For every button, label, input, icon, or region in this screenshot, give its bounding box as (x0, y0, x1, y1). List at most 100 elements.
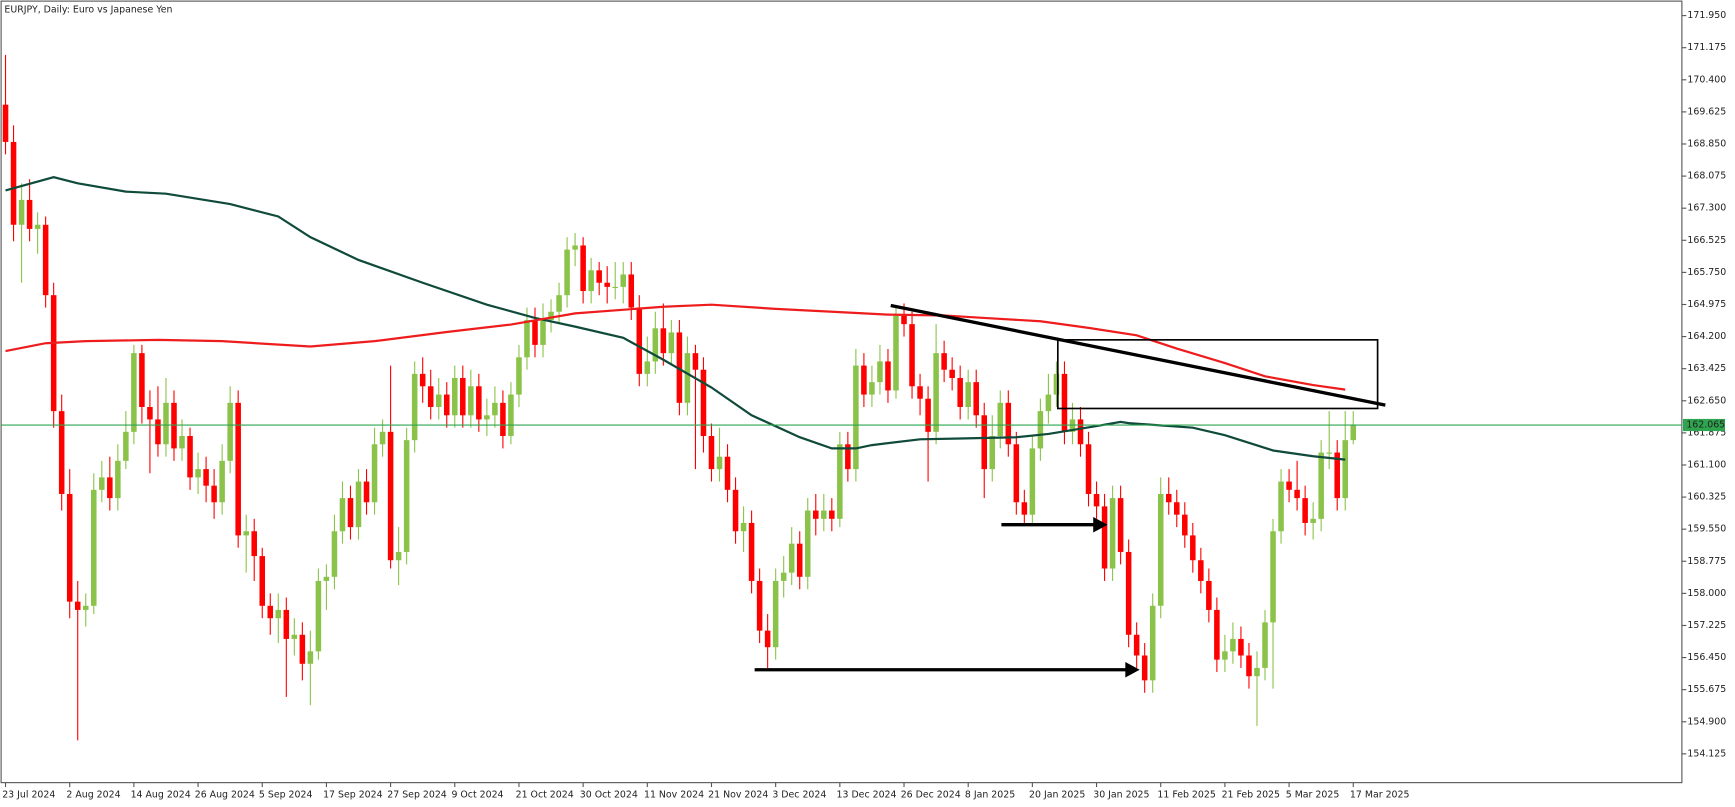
candle-body (1278, 481, 1284, 532)
candle-body (837, 444, 843, 519)
candle-body (403, 440, 410, 552)
y-tick-label: 165.750 (1687, 267, 1726, 278)
y-tick-label: 154.125 (1687, 748, 1726, 759)
candle-body (155, 419, 161, 445)
candle-body (933, 353, 939, 432)
candle-body (1157, 493, 1164, 606)
indicator-line (5, 303, 1346, 391)
candle-body (973, 382, 979, 416)
candle-body (468, 386, 474, 416)
candle-body (443, 394, 450, 416)
candle-body (1045, 394, 1052, 412)
candle-body (18, 199, 25, 225)
candle-body (1053, 373, 1060, 395)
candle-body (500, 402, 506, 436)
candle-body (179, 435, 185, 449)
y-tick-label: 170.400 (1687, 74, 1726, 85)
candle-body (267, 605, 274, 619)
x-tick-label: 21 Feb 2025 (1222, 789, 1280, 800)
candle-body (1262, 622, 1268, 668)
candle-body (1286, 481, 1292, 490)
candle-body (251, 531, 257, 557)
x-tick-label: 23 Jul 2024 (2, 789, 55, 800)
chart-title: EURJPY, Daily: Euro vs Japanese Yen (4, 4, 172, 15)
candle-body (1270, 531, 1276, 623)
y-tick-label: 171.175 (1687, 42, 1726, 53)
candle-body (1149, 605, 1156, 681)
candle-body (74, 601, 81, 610)
candle-body (1302, 498, 1308, 523)
candle-body (917, 386, 923, 399)
candle-body (885, 361, 891, 391)
candle-body (1214, 609, 1220, 660)
candle-body (419, 373, 426, 387)
x-tick-label: 17 Sep 2024 (323, 789, 383, 800)
candle-body (26, 199, 33, 229)
x-tick-label: 20 Jan 2025 (1029, 789, 1085, 800)
x-tick-label: 26 Aug 2024 (195, 789, 255, 800)
candle-body (804, 510, 811, 577)
y-tick-label: 166.525 (1687, 235, 1726, 246)
candle-body (203, 469, 209, 486)
zone-box (1056, 339, 1379, 410)
candle-body (580, 245, 586, 292)
candle-body (1190, 535, 1196, 561)
candle-body (861, 365, 867, 395)
candle-body (788, 543, 795, 573)
candle-body (347, 498, 354, 528)
x-tick-label: 11 Feb 2025 (1157, 789, 1215, 800)
y-tick-label: 155.675 (1687, 684, 1726, 695)
trend-line (890, 303, 1386, 407)
indicator-line (5, 175, 1346, 461)
candle-body (1342, 440, 1348, 499)
candle-body (82, 605, 89, 610)
candle-body (588, 270, 594, 292)
x-tick-label: 27 Sep 2024 (387, 789, 447, 800)
candle-body (1198, 560, 1204, 581)
y-tick-label: 161.875 (1687, 427, 1726, 438)
candle-body (1109, 498, 1116, 569)
candle-body (692, 353, 699, 370)
candle-body (1350, 425, 1357, 441)
candle-body (708, 435, 715, 470)
candle-body (997, 402, 1004, 436)
x-tick-label: 5 Sep 2024 (259, 789, 313, 800)
x-tick-label: 3 Dec 2024 (772, 789, 826, 800)
candle-body (171, 402, 177, 449)
candle-body (1061, 373, 1068, 432)
candle-body (139, 353, 145, 407)
candle-body (460, 378, 466, 416)
candle-body (1077, 419, 1084, 445)
candle-body (50, 295, 57, 412)
candle-body (315, 580, 322, 652)
candle-body (516, 357, 522, 395)
candle-body (411, 373, 418, 441)
candle-body (652, 328, 659, 362)
candle-body (1117, 498, 1124, 552)
candle-body (660, 328, 667, 354)
candle-body (307, 651, 314, 664)
candle-body (821, 510, 827, 519)
candle-body (484, 415, 490, 420)
candle-body (1310, 518, 1316, 523)
candle-body (235, 402, 241, 536)
y-tick-label: 159.550 (1687, 524, 1726, 535)
candle-body (331, 531, 338, 577)
arrow-head (1093, 516, 1108, 533)
candle-body (219, 460, 225, 503)
candle-body (845, 444, 851, 470)
y-tick-label: 169.625 (1687, 106, 1726, 117)
y-tick-label: 156.450 (1687, 652, 1726, 663)
candle-body (700, 369, 707, 436)
arrow-head (1125, 661, 1140, 678)
candle-body (1326, 452, 1332, 454)
candle-body (877, 361, 883, 383)
current-price-box (1682, 418, 1726, 432)
candle-body (772, 580, 779, 648)
candle-body (596, 270, 602, 283)
candle-body (1141, 655, 1148, 681)
x-tick-label: 9 Oct 2024 (451, 789, 503, 800)
candle-body (1085, 444, 1092, 494)
candle-body (299, 634, 306, 664)
